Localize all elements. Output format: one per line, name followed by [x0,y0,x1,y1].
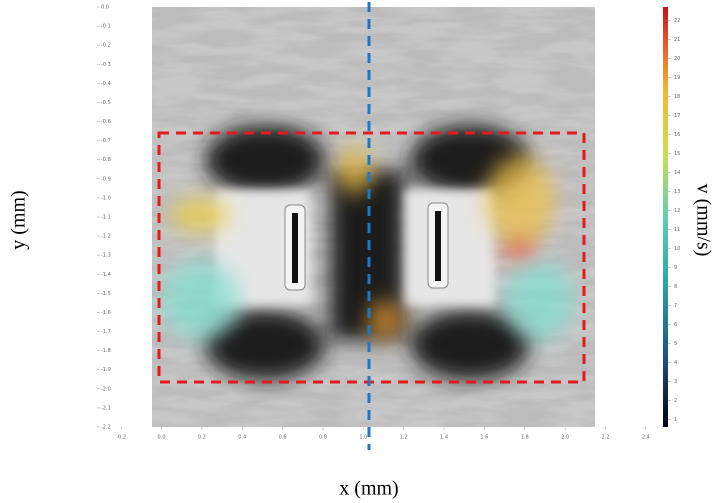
x-tick-label: 0.0 [158,435,166,441]
y-tick-label: -1.5 [101,291,111,297]
colorbar-tick-label: 4 [674,360,677,366]
colorbar-tick-label: 22 [674,18,680,24]
y-axis-label: y (mm) [8,190,30,249]
colorbar-tick-label: 7 [674,303,677,309]
y-tick-label: -0.5 [101,100,111,106]
y-tick-label: -1.2 [101,234,111,240]
colorbar-tick-label: 12 [674,208,680,214]
colorbar-tick-label: 21 [674,37,680,43]
x-tick-label: 0.6 [279,435,287,441]
colorbar-tick-label: 6 [674,322,677,328]
y-tick-label: -0.3 [101,62,111,68]
x-tick-label: -0.2 [116,435,126,441]
colorbar-tick-label: 17 [674,113,680,119]
y-tick-label: -2.0 [101,386,111,392]
colorbar-tick-label: 11 [674,227,680,233]
colorbar-tick-label: 8 [674,284,677,290]
x-tick-label: 2.2 [601,435,609,441]
colorbar-tick-label: 10 [674,246,680,252]
x-tick-label: 2.4 [642,435,650,441]
colorbar-tick-label: 19 [674,75,680,81]
x-tick-label: 1.0 [359,435,367,441]
colorbar-tick-label: 1 [674,417,677,423]
colorbar-tick-label: 5 [674,341,677,347]
y-tick-label: -1.1 [101,215,111,221]
y-tick-label: -0.9 [101,176,111,182]
colorbar-tick-label: 9 [674,265,677,271]
y-tick-label: -0.7 [101,138,111,144]
x-tick-label: 2.0 [561,435,569,441]
y-tick-label: 0.0 [101,5,109,11]
x-tick-label: 1.8 [521,435,529,441]
y-tick-label: -1.8 [101,348,111,354]
y-tick-label: -0.8 [101,157,111,163]
y-tick-label: -0.2 [101,43,111,49]
y-tick-label: -2.1 [101,405,111,411]
y-tick-label: -1.0 [101,195,111,201]
colorbar-tick-label: 14 [674,170,680,176]
y-tick-label: -1.6 [101,310,111,316]
colorbar-label: v (mm/s) [692,184,714,257]
colorbar-tick-label: 13 [674,189,680,195]
colorbar [663,7,668,427]
colorbar-tick-label: 20 [674,56,680,62]
colorbar-tick-label: 15 [674,151,680,157]
y-tick-label: -2.2 [101,425,111,431]
x-tick-label: 0.2 [198,435,206,441]
x-tick-label: 0.8 [319,435,327,441]
y-tick-label: -1.9 [101,367,111,373]
y-tick-label: -0.4 [101,81,111,87]
y-tick-label: -0.6 [101,119,111,125]
y-tick-label: -1.7 [101,329,111,335]
colorbar-tick-label: 3 [674,379,677,385]
x-tick-label: 1.2 [400,435,408,441]
y-tick-label: -0.1 [101,24,111,30]
y-tick-label: -1.3 [101,253,111,259]
x-tick-label: 0.4 [238,435,246,441]
colorbar-tick-label: 16 [674,132,680,138]
x-tick-label: 1.4 [440,435,448,441]
colorbar-tick-label: 18 [674,94,680,100]
colorbar-tick-label: 2 [674,398,677,404]
x-tick-label: 1.6 [480,435,488,441]
x-axis-label: x (mm) [339,478,398,500]
piv-image [152,2,595,450]
y-tick-label: -1.4 [101,272,111,278]
